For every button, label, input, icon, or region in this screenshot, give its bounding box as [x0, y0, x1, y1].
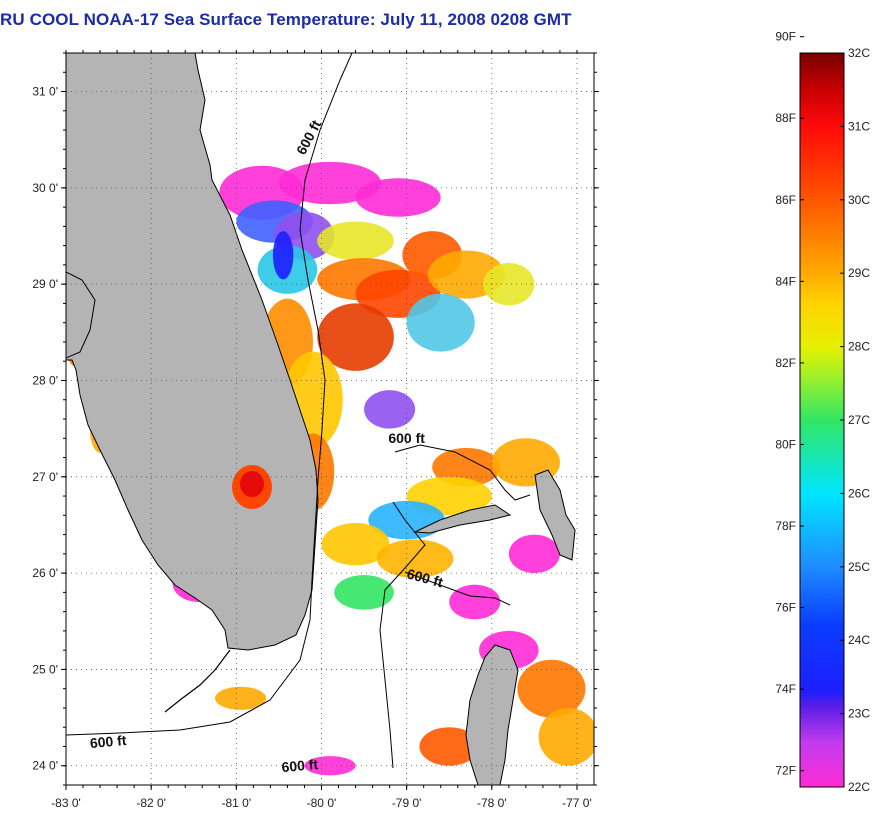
- land-layer: [66, 53, 576, 785]
- lon-tick-label: -82 0': [136, 796, 166, 810]
- fahrenheit-label: 74F: [775, 682, 796, 696]
- lat-tick-label: 31 0': [32, 85, 58, 99]
- fahrenheit-label: 76F: [775, 601, 796, 615]
- sst-patch: [449, 584, 501, 620]
- fahrenheit-label: 88F: [775, 111, 796, 125]
- grid-lines: [66, 53, 594, 785]
- sst-patch: [483, 262, 535, 306]
- sst-patch: [355, 178, 441, 217]
- isobath-cuba: [404, 571, 511, 606]
- lon-tick-label: -79 0': [392, 796, 422, 810]
- sst-patch: [406, 293, 475, 352]
- celsius-label: 23C: [848, 707, 870, 721]
- axis-ticks: 31 0' 30 0' 29 0' 28 0' 27 0' 26 0' 25 0' 24 0'…: [32, 50, 599, 810]
- celsius-label: 22C: [848, 780, 870, 794]
- sst-patch: [278, 161, 382, 205]
- lake-okeechobee-core: [240, 471, 264, 497]
- contour-label: 600 ft: [89, 732, 127, 751]
- celsius-label: 30C: [848, 193, 870, 207]
- celsius-label: 26C: [848, 486, 870, 500]
- fahrenheit-label: 84F: [775, 274, 796, 288]
- celsius-label: 29C: [848, 266, 870, 280]
- sst-patch: [508, 534, 560, 574]
- sst-patch: [317, 303, 394, 371]
- sst-patch: [364, 390, 416, 429]
- isobath-600ft: [66, 53, 531, 769]
- lon-tick-label: -77 0': [562, 796, 592, 810]
- sst-patch: [334, 575, 394, 610]
- lon-tick-label: -83 0': [51, 796, 81, 810]
- celsius-label: 31C: [848, 119, 870, 133]
- fahrenheit-label: 78F: [775, 519, 796, 533]
- celsius-label: 25C: [848, 560, 870, 574]
- fahrenheit-label: 72F: [775, 764, 796, 778]
- contour-label: 600 ft: [281, 756, 319, 775]
- fahrenheit-label: 90F: [775, 30, 796, 44]
- lon-tick-label: -80 0': [307, 796, 337, 810]
- map-title: RU COOL NOAA-17 Sea Surface Temperature:…: [0, 10, 572, 29]
- sst-patch: [517, 659, 586, 718]
- isobath-east-coast: [66, 53, 353, 736]
- sst-patch: [321, 523, 390, 566]
- celsius-label: 28C: [848, 340, 870, 354]
- sst-patch: [376, 539, 454, 578]
- florida-keys: [164, 649, 231, 713]
- lat-tick-label: 28 0': [32, 373, 58, 387]
- gulf-coast-land: [66, 271, 96, 359]
- abaco-land: [534, 469, 576, 561]
- isobath-straits: [379, 501, 426, 769]
- lat-tick-label: 26 0': [32, 566, 58, 580]
- grand-bahama-land: [413, 504, 512, 534]
- fahrenheit-label: 86F: [775, 193, 796, 207]
- sst-patch: [272, 231, 294, 280]
- sst-patch: [419, 727, 480, 766]
- isobath-bahamas: [394, 444, 531, 501]
- sst-patch: [215, 686, 267, 710]
- cuba-land: [465, 644, 519, 785]
- lon-tick-label: -81 0': [221, 796, 251, 810]
- colorbar-labels: 32C 31C 30C 29C 28C 27C 26C 25C 24C 23C 22C 90F 88F 8…: [775, 30, 870, 794]
- celsius-label: 24C: [848, 633, 870, 647]
- sst-patch: [317, 221, 394, 261]
- lat-tick-label: 30 0': [32, 181, 58, 195]
- contour-label: 600 ft: [388, 430, 425, 446]
- celsius-label: 32C: [848, 46, 870, 60]
- sst-patch: [538, 707, 594, 766]
- sst-patch: [304, 756, 356, 776]
- colorbar-gradient: [799, 52, 845, 788]
- colorbar: 32C 31C 30C 29C 28C 27C 26C 25C 24C 23C 22C 90F 88F 8…: [775, 30, 870, 794]
- lat-tick-label: 29 0': [32, 277, 58, 291]
- fahrenheit-label: 80F: [775, 437, 796, 451]
- lon-tick-label: -78 0': [477, 796, 507, 810]
- lat-tick-label: 25 0': [32, 662, 58, 676]
- celsius-label: 27C: [848, 413, 870, 427]
- lat-tick-label: 27 0': [32, 470, 58, 484]
- lat-tick-label: 24 0': [32, 759, 58, 773]
- fahrenheit-label: 82F: [775, 356, 796, 370]
